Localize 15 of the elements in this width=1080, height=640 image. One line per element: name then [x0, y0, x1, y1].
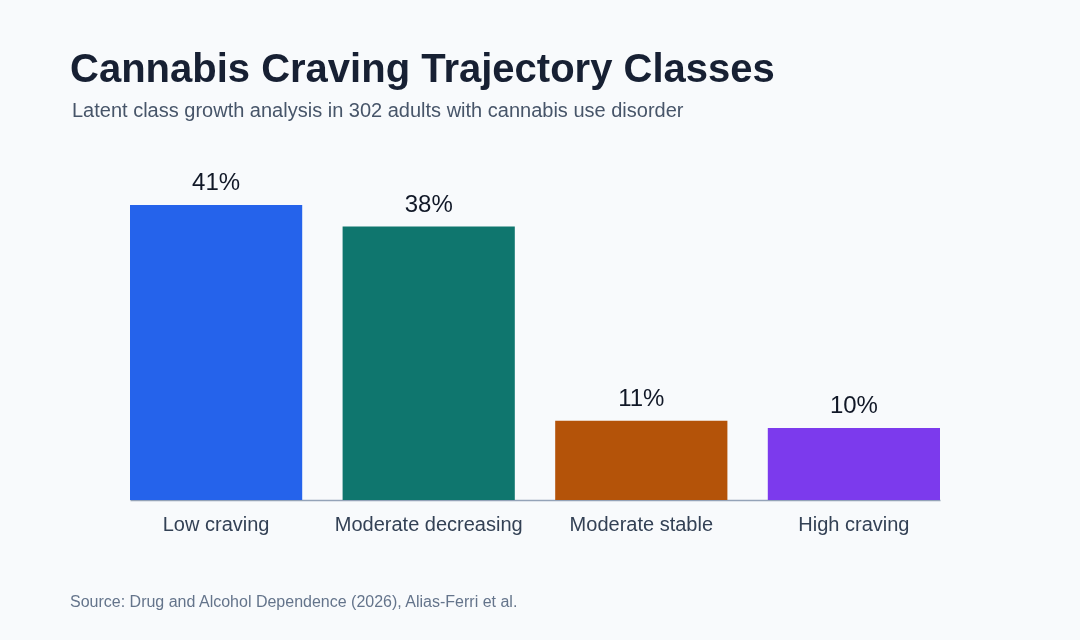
x-tick-label: Low craving [162, 512, 270, 535]
bar [555, 420, 728, 500]
data-label: 10% [829, 391, 878, 419]
data-label: 41% [192, 168, 241, 195]
chart-title: Cannabis Craving Trajectory Classes [70, 46, 775, 90]
bar [342, 226, 515, 500]
bar [130, 205, 303, 500]
x-tick-label: High craving [798, 512, 910, 535]
data-label: 38% [404, 189, 453, 217]
data-label: 11% [618, 383, 665, 411]
source-note: Source: Drug and Alcohol Dependence (2026), Alias-Ferri et al. [70, 593, 518, 610]
bar [767, 428, 940, 500]
x-tick-label: Moderate decreasing [334, 512, 523, 535]
x-tick-label: Moderate stable [569, 512, 714, 535]
chart-subtitle: Latent class growth analysis in 302 adults with cannabis use disorder [72, 99, 684, 121]
